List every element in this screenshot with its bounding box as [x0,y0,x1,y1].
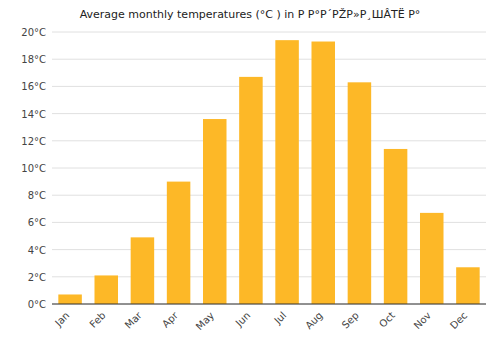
grid-line [52,86,486,87]
y-tick-label: 16°C [21,81,46,92]
bar [384,149,408,304]
y-tick-label: 20°C [21,27,46,38]
x-tick-label: Jan [52,310,71,329]
bar [456,267,480,304]
y-tick-label: 0°C [28,299,46,310]
bar [94,275,118,304]
grid-line [52,304,486,305]
y-tick-label: 4°C [28,245,46,256]
grid-line [52,32,486,33]
y-tick-label: 12°C [21,136,46,147]
grid-line [52,113,486,114]
grid-line [52,168,486,169]
chart: Average monthly temperatures (°C ) in Р … [0,0,500,350]
grid-line [52,195,486,196]
bar [131,237,155,304]
y-tick-label: 14°C [21,109,46,120]
x-tick-label: Apr [160,309,181,330]
bar [167,182,191,304]
x-tick-label: Oct [377,310,397,330]
bar [239,77,263,304]
x-axis-line [52,304,486,305]
y-tick-label: 2°C [28,272,46,283]
y-axis: 0°C 2°C 4°C 6°C 8°C 10°C 12°C 14°C 16°C 18°C 20°C [21,27,46,310]
y-tick-label: 6°C [28,217,46,228]
x-tick-label: Sep [340,310,361,331]
x-tick-label: Feb [87,310,107,330]
x-tick-label: Dec [448,310,469,331]
x-tick-label: Aug [303,310,325,332]
bar [311,42,335,304]
x-tick-label: Mar [123,309,145,331]
y-tick-label: 10°C [21,163,46,174]
x-tick-label: Jul [271,310,288,327]
y-tick-label: 18°C [21,54,46,65]
bar [275,40,299,304]
bar [203,119,227,304]
x-tick-label: May [194,310,216,332]
x-tick-label: Nov [412,310,434,332]
x-axis: Jan Feb Mar Apr May Jun Jul Aug Sep Oct Nov Dec [52,309,469,332]
grid-line [52,140,486,141]
bar [58,294,82,304]
title: Average monthly temperatures (°C ) in Р … [80,8,421,21]
x-tick-label: Jun [233,310,253,330]
grid-line [52,59,486,60]
y-tick-label: 8°C [28,190,46,201]
bar [420,213,444,304]
bars [58,40,479,304]
grid [52,32,486,304]
bar [348,82,372,304]
